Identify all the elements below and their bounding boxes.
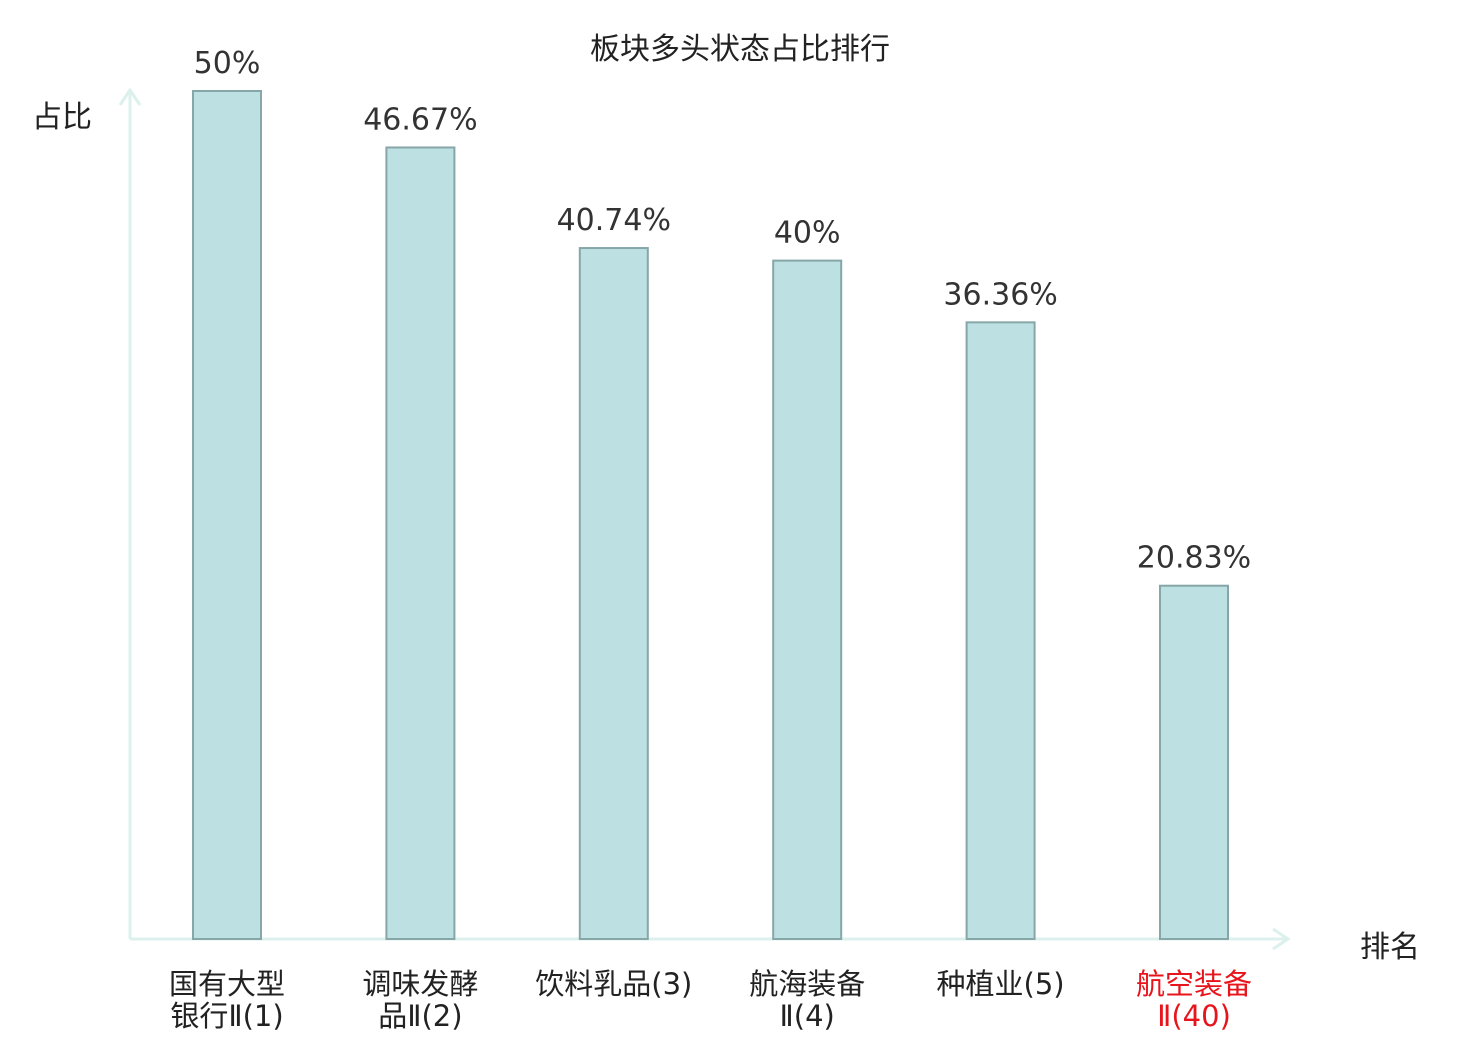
- category-tick-label: 品Ⅱ(2): [378, 999, 462, 1033]
- bar-value-label: 40.74%: [557, 203, 671, 238]
- category-tick-label: 国有大型: [169, 967, 285, 1001]
- bar-group: [192, 90, 1229, 941]
- bar-value-label: 40%: [774, 216, 841, 251]
- bar: [1159, 584, 1229, 940]
- category-tick-label: 种植业(5): [937, 967, 1065, 1001]
- category-tick-label: 调味发酵: [362, 967, 478, 1001]
- value-label-group: 50% 46.67% 40.74% 40% 36.36% 20.83%: [194, 46, 1252, 576]
- bar-value-label: 46.67%: [363, 102, 477, 137]
- y-axis-label: 占比: [32, 100, 92, 135]
- bar-value-label: 20.83%: [1137, 541, 1251, 576]
- bar: [965, 321, 1036, 940]
- category-tick-label: Ⅱ(4): [780, 999, 835, 1033]
- x-axis-arrow-icon: [1272, 927, 1291, 951]
- bar: [578, 247, 649, 940]
- category-tick-label: Ⅱ(40): [1157, 999, 1231, 1033]
- category-tick-label: 航海装备: [749, 967, 865, 1001]
- bar: [385, 146, 456, 940]
- y-axis-arrow-icon: [118, 87, 142, 106]
- category-tick-label: 航空装备: [1136, 967, 1252, 1001]
- chart-title: 板块多头状态占比排行: [590, 32, 890, 67]
- bar-value-label: 36.36%: [943, 277, 1057, 312]
- bar: [192, 90, 262, 940]
- x-axis-label: 排名: [1360, 930, 1420, 965]
- category-tick-label: 银行Ⅱ(1): [170, 999, 283, 1033]
- category-tick-label: 饮料乳品(3): [535, 967, 692, 1001]
- bar-value-label: 50%: [194, 46, 261, 81]
- bar: [772, 259, 843, 941]
- chart-axes: [118, 87, 1291, 951]
